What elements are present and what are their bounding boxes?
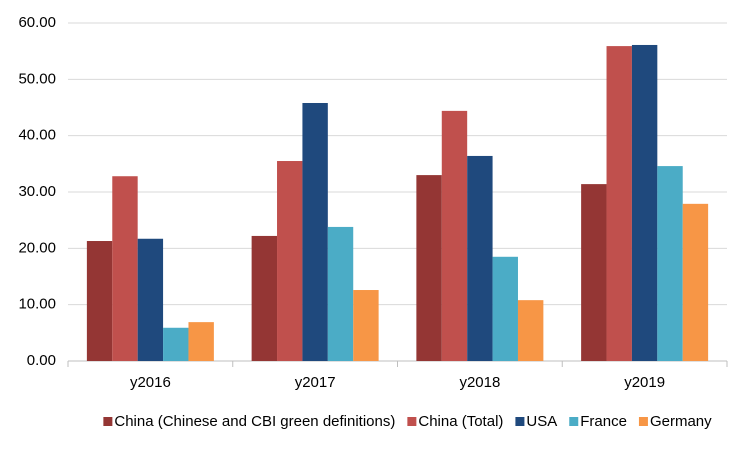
y-tick-label: 40.00 bbox=[18, 127, 56, 144]
legend-marker bbox=[638, 417, 648, 426]
bar bbox=[302, 102, 328, 361]
y-tick-label: 0.00 bbox=[27, 352, 56, 369]
bar bbox=[163, 327, 189, 361]
x-tick-label: y2017 bbox=[295, 374, 336, 391]
bar bbox=[682, 203, 709, 361]
legend-marker bbox=[515, 417, 525, 426]
legend-marker bbox=[569, 417, 579, 426]
legend-label: China (Total) bbox=[418, 413, 503, 430]
bar bbox=[251, 235, 278, 361]
legend-label: France bbox=[580, 413, 627, 430]
x-tick-label: y2019 bbox=[624, 374, 665, 391]
y-tick-label: 10.00 bbox=[18, 296, 56, 313]
bar bbox=[657, 166, 683, 361]
bar bbox=[277, 161, 303, 361]
bar bbox=[416, 175, 442, 361]
x-tick-label: y2016 bbox=[130, 374, 171, 391]
x-tick-label: y2018 bbox=[459, 374, 500, 391]
bar bbox=[606, 46, 632, 361]
bar bbox=[112, 176, 138, 361]
legend-label: China (Chinese and CBI green definitions… bbox=[114, 413, 395, 430]
y-tick-label: 50.00 bbox=[18, 70, 56, 87]
bar bbox=[327, 226, 354, 361]
legend-marker bbox=[103, 417, 113, 426]
bar bbox=[631, 44, 658, 361]
bar bbox=[86, 241, 113, 361]
bar bbox=[517, 300, 544, 361]
y-tick-label: 60.00 bbox=[18, 14, 56, 31]
bar bbox=[492, 256, 518, 361]
bar bbox=[188, 322, 214, 361]
legend-marker bbox=[407, 417, 417, 426]
y-tick-label: 20.00 bbox=[18, 239, 56, 256]
legend-label: Germany bbox=[650, 413, 712, 430]
bar bbox=[467, 155, 493, 361]
y-tick-label: 30.00 bbox=[18, 183, 56, 200]
legend-label: USA bbox=[526, 413, 557, 430]
bar bbox=[353, 290, 379, 361]
bar bbox=[581, 184, 607, 361]
bar bbox=[137, 238, 164, 361]
bar bbox=[441, 110, 468, 361]
